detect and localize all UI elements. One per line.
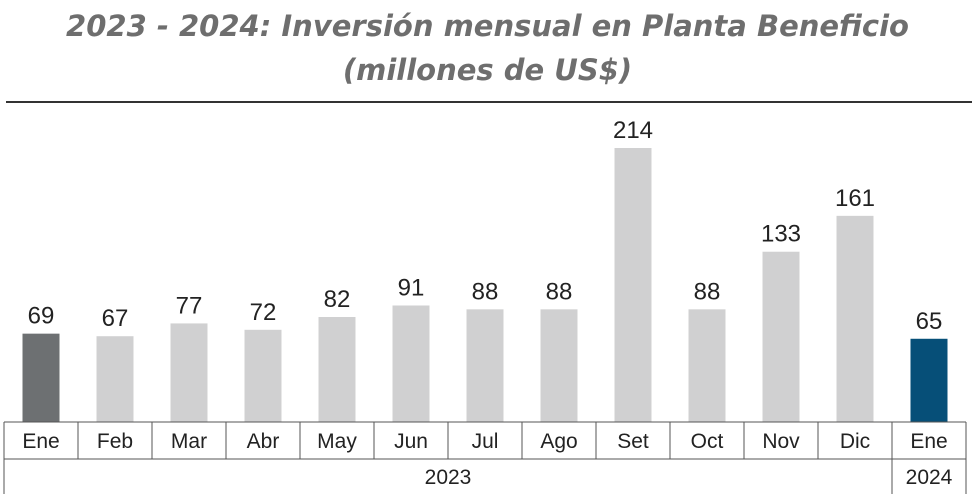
bar-1 — [22, 333, 60, 422]
tick-label-10: Oct — [691, 430, 724, 453]
bar-9 — [614, 148, 652, 422]
group-label-2023: 2023 — [425, 466, 472, 489]
tick-label-6: Jun — [394, 430, 428, 453]
data-label-4: 72 — [250, 299, 277, 326]
bar-3 — [170, 323, 208, 422]
data-label-10: 88 — [694, 278, 721, 305]
data-label-2: 67 — [102, 305, 129, 332]
data-label-6: 91 — [398, 274, 425, 301]
bar-13 — [910, 338, 948, 422]
tick-label-5: May — [317, 430, 357, 453]
bar-6 — [392, 305, 430, 422]
data-label-5: 82 — [324, 286, 351, 313]
bar-8 — [540, 309, 578, 422]
data-label-9: 214 — [613, 117, 653, 144]
tick-label-1: Ene — [22, 430, 59, 453]
bar-5 — [318, 317, 356, 422]
tick-label-3: Mar — [171, 430, 207, 453]
tick-label-11: Nov — [762, 430, 800, 453]
bar-12 — [836, 215, 874, 422]
data-label-1: 69 — [28, 303, 55, 330]
tick-label-4: Abr — [247, 430, 280, 453]
tick-label-7: Jul — [472, 430, 499, 453]
tick-label-2: Feb — [97, 430, 133, 453]
bar-10 — [688, 309, 726, 422]
chart-title-line: 2023 - 2024: Inversión mensual en Planta… — [66, 9, 909, 43]
data-label-13: 65 — [916, 308, 943, 335]
group-label-2024: 2024 — [906, 466, 953, 489]
title-rule — [6, 101, 972, 103]
chart-subtitle: (millones de US$) — [342, 53, 633, 87]
chart-title: 2023 - 2024: Inversión mensual en Planta… — [0, 4, 975, 92]
data-label-8: 88 — [546, 278, 573, 305]
tick-label-8: Ago — [540, 430, 577, 453]
data-label-3: 77 — [176, 292, 203, 319]
bar-11 — [762, 251, 800, 422]
data-label-11: 133 — [761, 221, 801, 248]
data-label-12: 161 — [835, 185, 875, 212]
bar-7 — [466, 309, 504, 422]
bar-4 — [244, 329, 282, 422]
tick-label-13: Ene — [910, 430, 947, 453]
tick-label-12: Dic — [840, 430, 870, 453]
bar-2 — [96, 336, 134, 422]
tick-label-9: Set — [617, 430, 649, 453]
data-label-7: 88 — [472, 278, 499, 305]
